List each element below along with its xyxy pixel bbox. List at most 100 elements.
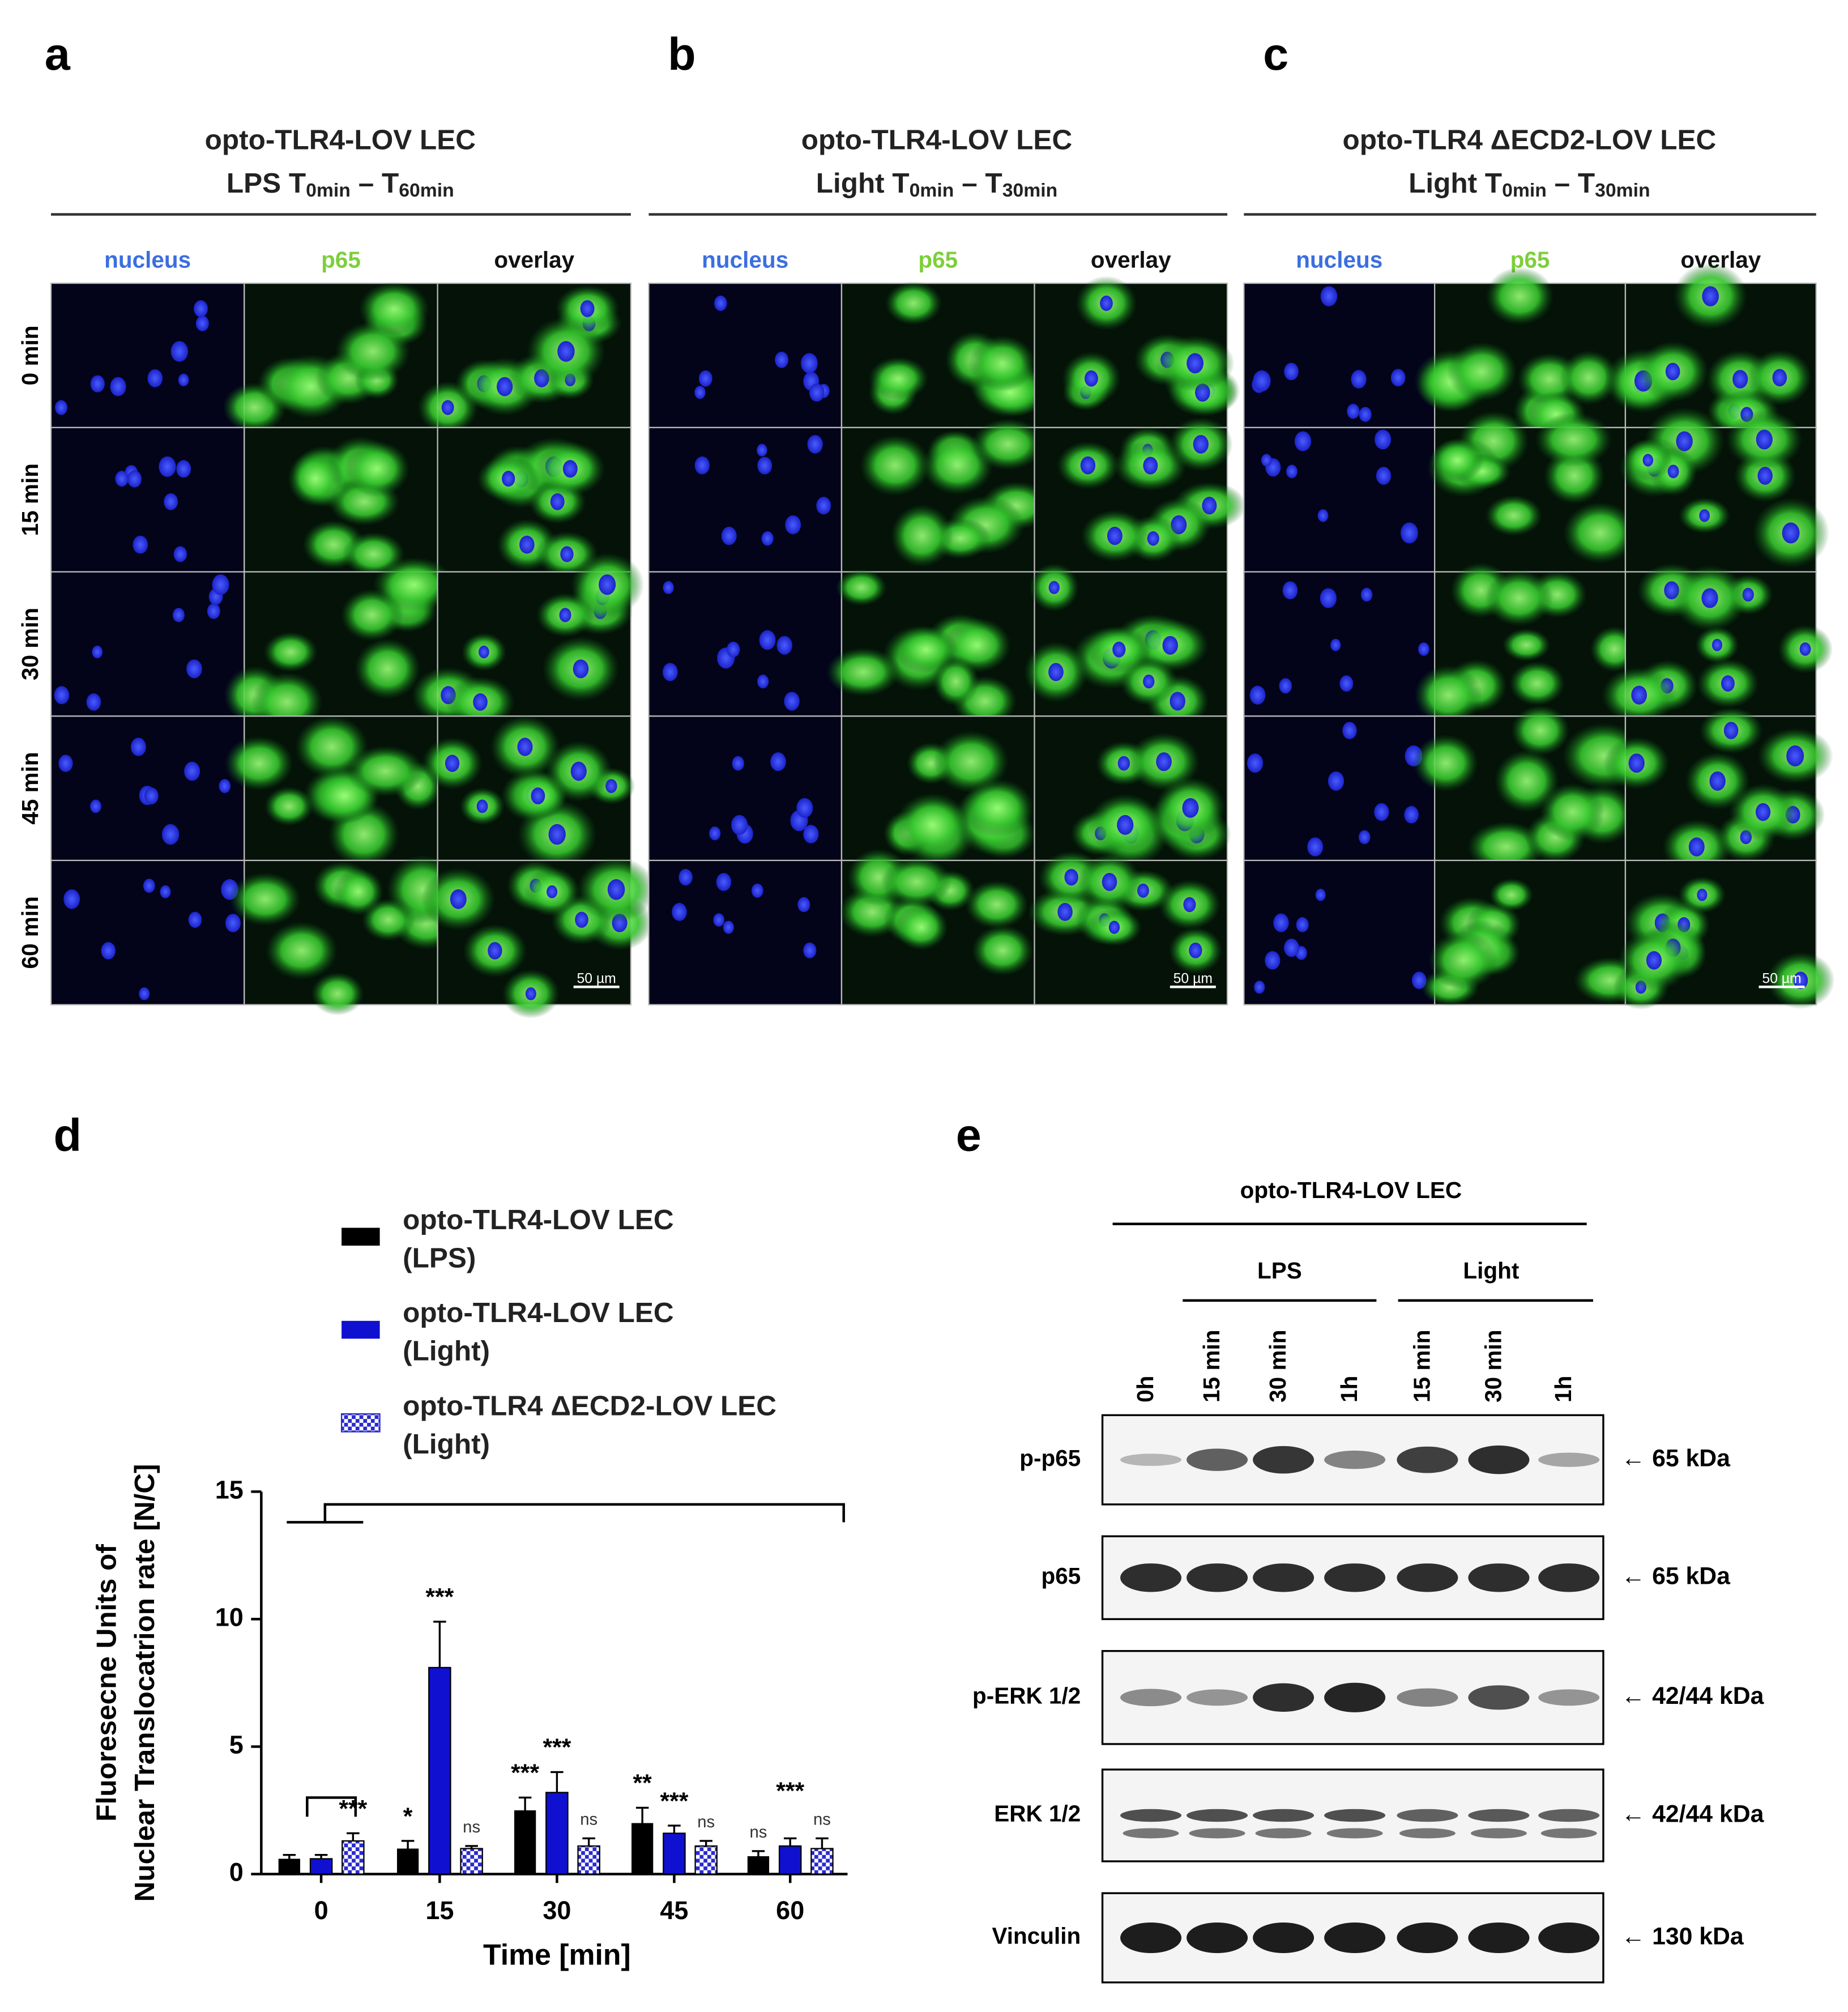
micrograph-tile [1243, 859, 1436, 1005]
nucleus [1688, 837, 1705, 856]
significance-label: *** [511, 1759, 539, 1787]
condition-text: Light T [816, 168, 910, 199]
blot-size-label: ← 130 kDa [1621, 1923, 1744, 1950]
channel-label: p65 [321, 247, 361, 273]
condition-subscript: 30min [1595, 180, 1650, 201]
nucleus [531, 787, 545, 805]
p65-cell [1563, 501, 1637, 564]
blot-band [1120, 1453, 1182, 1466]
blot-band [1538, 1452, 1600, 1467]
nucleus [133, 535, 148, 554]
nucleus [809, 383, 825, 402]
blot-band [1120, 1809, 1182, 1822]
nucleus [127, 470, 142, 488]
error-bar [465, 1845, 478, 1849]
lane-label: 15 min [1409, 1330, 1435, 1403]
p65-cell [933, 657, 979, 706]
legend-swatch [342, 1227, 380, 1246]
blot-band [1538, 1809, 1600, 1822]
scale-bar-label: 50 µm [1173, 971, 1213, 986]
channel-label: overlay [494, 247, 574, 273]
blot-band [1468, 1445, 1530, 1474]
nucleus [1665, 363, 1680, 381]
nucleus [548, 824, 566, 845]
nucleus [1108, 920, 1120, 934]
nucleus [159, 456, 176, 477]
blot-band [1399, 1828, 1456, 1839]
nucleus [1799, 642, 1811, 656]
comparison-bracket [306, 1796, 357, 1817]
nucleus [1048, 581, 1060, 594]
nucleus [663, 581, 674, 594]
nucleus [775, 351, 789, 368]
p65-cell [1414, 664, 1483, 726]
significance-label: *** [660, 1788, 688, 1815]
nucleus [1117, 756, 1130, 771]
nucleus [557, 341, 575, 362]
nucleus [1162, 636, 1179, 655]
blot-band [1120, 1689, 1182, 1707]
comparison-bracket [287, 1503, 845, 1524]
row-label: 15 min [17, 463, 43, 536]
blot-band [1324, 1682, 1386, 1712]
channel-label: p65 [918, 247, 958, 273]
nucleus [488, 942, 502, 960]
nucleus [1080, 456, 1096, 475]
nucleus [90, 375, 105, 393]
nucleus [803, 825, 819, 843]
blot-band [1468, 1563, 1530, 1592]
nucleus [797, 897, 810, 913]
nucleus [801, 353, 818, 374]
p65-cell [263, 632, 318, 672]
blot-band [1468, 1685, 1530, 1710]
blot-band [1538, 1922, 1600, 1954]
nucleus [1315, 888, 1326, 901]
panel-condition: Light T0min – T30min [1409, 168, 1650, 201]
micrograph-tile [1243, 427, 1436, 573]
nucleus [570, 761, 587, 781]
nucleus [1057, 903, 1073, 921]
nucleus [1390, 369, 1406, 387]
nucleus [757, 457, 773, 475]
nucleus [1320, 286, 1338, 306]
row-label: 60 min [17, 896, 43, 969]
bar [278, 1858, 300, 1874]
nucleus [1404, 805, 1419, 824]
error-bar [347, 1832, 360, 1841]
nucleus [559, 608, 571, 623]
nucleus [709, 826, 721, 841]
nucleus [1282, 581, 1298, 600]
p65-cell [894, 626, 959, 673]
blot-band [1189, 1828, 1245, 1839]
nucleus [1253, 370, 1271, 392]
blot-row-label: Vinculin [992, 1923, 1081, 1949]
nucleus [1317, 509, 1329, 522]
scale-bar-label: 50 µm [1762, 971, 1801, 986]
blot-band [1187, 1689, 1248, 1706]
nucleus [476, 799, 488, 813]
micrograph-tile [1243, 282, 1436, 428]
p65-cell [859, 434, 931, 497]
nucleus [1189, 942, 1202, 958]
blot-band [1538, 1689, 1600, 1706]
blot-band [1253, 1809, 1314, 1822]
nucleus [450, 889, 467, 909]
nucleus [173, 546, 187, 562]
nucleus [101, 942, 116, 960]
p65-cell [1559, 350, 1619, 406]
nucleus [1712, 638, 1722, 651]
significance-label: ns [463, 1818, 480, 1836]
nucleus [1320, 588, 1337, 608]
error-bar [816, 1837, 829, 1849]
nucleus [1112, 641, 1126, 658]
significance-label: ns [750, 1823, 767, 1842]
nucleus [502, 471, 515, 487]
y-tick-label: 15 [215, 1475, 244, 1504]
nucleus [184, 761, 200, 781]
blot-size-label: ← 65 kDa [1621, 1563, 1731, 1590]
nucleus [1339, 675, 1354, 692]
error-bar [401, 1840, 415, 1849]
blot-band [1397, 1922, 1458, 1954]
p65-cell [1446, 342, 1517, 402]
blot-band [1324, 1563, 1386, 1592]
